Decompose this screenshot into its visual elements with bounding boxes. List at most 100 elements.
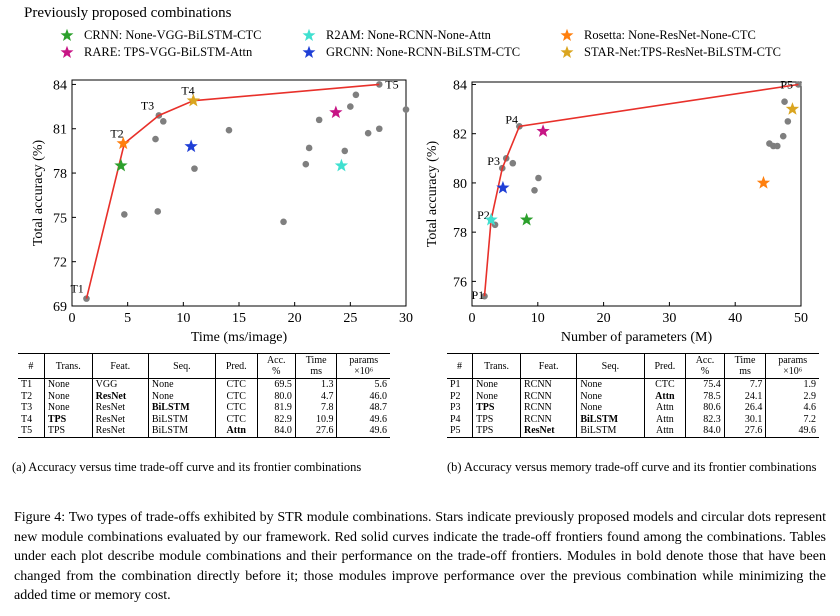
table-cell: 1.9 bbox=[803, 379, 817, 391]
table-row: P2 None RCNN None Attn 78.5 24.1 2.9 bbox=[447, 390, 819, 402]
table-cell: Attn bbox=[215, 425, 258, 438]
table-cell: T2 bbox=[18, 390, 45, 402]
combination-dot bbox=[302, 160, 310, 168]
table-cell: Attn bbox=[644, 402, 687, 414]
x-tick-label: 25 bbox=[343, 311, 357, 326]
table-header: Pred. bbox=[644, 353, 687, 379]
y-tick-label: 75 bbox=[53, 211, 67, 226]
combination-dot bbox=[341, 147, 349, 155]
plot-frame bbox=[71, 79, 407, 307]
table-header: Acc.% bbox=[685, 353, 725, 379]
legend-label: CRNN: None-VGG-BiLSTM-CTC bbox=[84, 27, 262, 42]
legend-title: Previously proposed combinations bbox=[24, 5, 232, 21]
table-cell: 49.6 bbox=[336, 425, 390, 438]
combination-dot bbox=[154, 208, 162, 215]
star-r2am bbox=[334, 158, 349, 172]
table-cell: ResNet bbox=[520, 425, 578, 438]
star-rare bbox=[536, 124, 550, 137]
combination-dot bbox=[781, 98, 788, 105]
y-tick-label: 82 bbox=[453, 128, 467, 143]
table-header: Seq. bbox=[576, 353, 645, 379]
combination-dot bbox=[83, 295, 90, 302]
table-cell: 78.5 bbox=[685, 390, 725, 402]
plot-frame bbox=[471, 81, 802, 307]
table-cell: Attn bbox=[644, 390, 687, 402]
table-cell: BiLSTM bbox=[576, 413, 645, 425]
table-cell: 2.9 bbox=[803, 390, 817, 402]
legend-label: R2AM: None-RCNN-None-Attn bbox=[326, 27, 491, 42]
table-row: T2 None ResNet None CTC 80.0 4.7 46.0 bbox=[18, 390, 390, 402]
combination-dot bbox=[779, 132, 787, 140]
table-header: # bbox=[447, 353, 474, 379]
frontier-label-t4: T4 bbox=[181, 84, 194, 98]
table-cell: T5 bbox=[18, 425, 45, 438]
star-grcnn bbox=[184, 139, 198, 153]
chart-memory-tradeoff: 0 10 20 30 40 50 76 78 80 82 84 Number of parameter… bbox=[425, 77, 808, 345]
x-tick-label: 0 bbox=[69, 311, 76, 326]
combination-dot bbox=[352, 91, 360, 99]
star-grcnn bbox=[496, 180, 510, 194]
table-cell: BiLSTM bbox=[148, 413, 216, 425]
legend-label: Rosetta: None-ResNet-None-CTC bbox=[584, 27, 756, 42]
legend-item-rosetta: Rosetta: None-ResNet-None-CTC bbox=[560, 27, 756, 43]
table-cell: 30.1 bbox=[724, 413, 767, 425]
table-cell: RCNN bbox=[520, 402, 578, 414]
frontier-table-time: # Trans. Feat. Seq. Pred. Acc.% Time ms params ×1… bbox=[18, 353, 390, 438]
frontier-curve bbox=[483, 83, 799, 297]
frontier-label-t3: T3 bbox=[141, 98, 154, 112]
table-row: P3 TPS RCNN None Attn 80.6 26.4 4.6 bbox=[447, 402, 819, 414]
table-cell: P2 bbox=[447, 390, 474, 402]
table-header: params ×10⁶ bbox=[765, 353, 819, 379]
table-header: Feat. bbox=[92, 353, 149, 379]
table-cell: None bbox=[44, 402, 93, 414]
frontier-label-p1: P1 bbox=[472, 288, 485, 302]
table-cell: 48.7 bbox=[369, 402, 388, 414]
table-cell: CTC bbox=[215, 413, 258, 425]
table-cell: RCNN bbox=[520, 378, 578, 391]
table-cell: None bbox=[576, 378, 645, 391]
legend-item-grcnn: GRCNN: None-RCNN-BiLSTM-CTC bbox=[302, 44, 520, 60]
legend-item-rare: RARE: TPS-VGG-BiLSTM-Attn bbox=[60, 44, 252, 60]
table-header: Trans. bbox=[44, 353, 93, 379]
subcaption-b: (b) Accuracy versus memory trade-off cur… bbox=[447, 460, 817, 474]
table-cell: None bbox=[472, 390, 521, 402]
combination-dot bbox=[774, 142, 781, 150]
x-tick-label: 30 bbox=[662, 311, 676, 326]
figure-caption: Figure 4: Two types of trade-offs exhibi… bbox=[14, 510, 826, 603]
table-cell: TPS bbox=[472, 425, 521, 438]
combination-dot bbox=[121, 211, 128, 218]
table-cell: 46.0 bbox=[369, 390, 388, 402]
y-tick-label: 69 bbox=[53, 300, 67, 315]
table-row: T4 TPS ResNet BiLSTM CTC 82.9 10.9 49.6 bbox=[18, 413, 390, 425]
table-cell: CTC bbox=[644, 378, 687, 391]
table-cell: TPS bbox=[44, 425, 93, 438]
table-cell: Attn bbox=[644, 425, 687, 438]
star-star-net bbox=[186, 93, 201, 107]
combination-dot bbox=[280, 218, 287, 226]
star-icon bbox=[560, 45, 574, 58]
frontier-label-p3: P3 bbox=[487, 154, 500, 168]
table-cell: P4 bbox=[447, 413, 474, 425]
star-icon bbox=[302, 28, 316, 41]
legend-item-r2am: R2AM: None-RCNN-None-Attn bbox=[302, 27, 491, 43]
legend-label: STAR-Net:TPS-ResNet-BiLSTM-CTC bbox=[584, 44, 781, 59]
table-cell: 82.3 bbox=[685, 413, 725, 425]
table-header: Trans. bbox=[472, 353, 521, 379]
star-icon bbox=[560, 28, 574, 41]
x-tick-label: 10 bbox=[531, 311, 545, 326]
table-cell: None bbox=[576, 402, 645, 414]
table-cell: None bbox=[576, 390, 645, 402]
table-cell: 4.6 bbox=[803, 402, 817, 414]
x-tick-label: 0 bbox=[469, 311, 476, 326]
star-icon bbox=[60, 45, 74, 58]
table-row: P1 None RCNN None CTC 75.4 7.7 1.9 bbox=[447, 378, 819, 391]
table-cell: 7.8 bbox=[295, 402, 338, 414]
table-cell: 24.1 bbox=[724, 390, 767, 402]
table-cell: BiLSTM bbox=[148, 402, 216, 414]
legend-item-crnn: CRNN: None-VGG-BiLSTM-CTC bbox=[60, 27, 261, 43]
combination-dot bbox=[509, 159, 517, 167]
table-cell: None bbox=[148, 378, 216, 391]
table-cell: ResNet bbox=[92, 425, 149, 438]
y-axis-label: Total accuracy (%) bbox=[31, 140, 46, 247]
star-icon bbox=[60, 28, 74, 41]
